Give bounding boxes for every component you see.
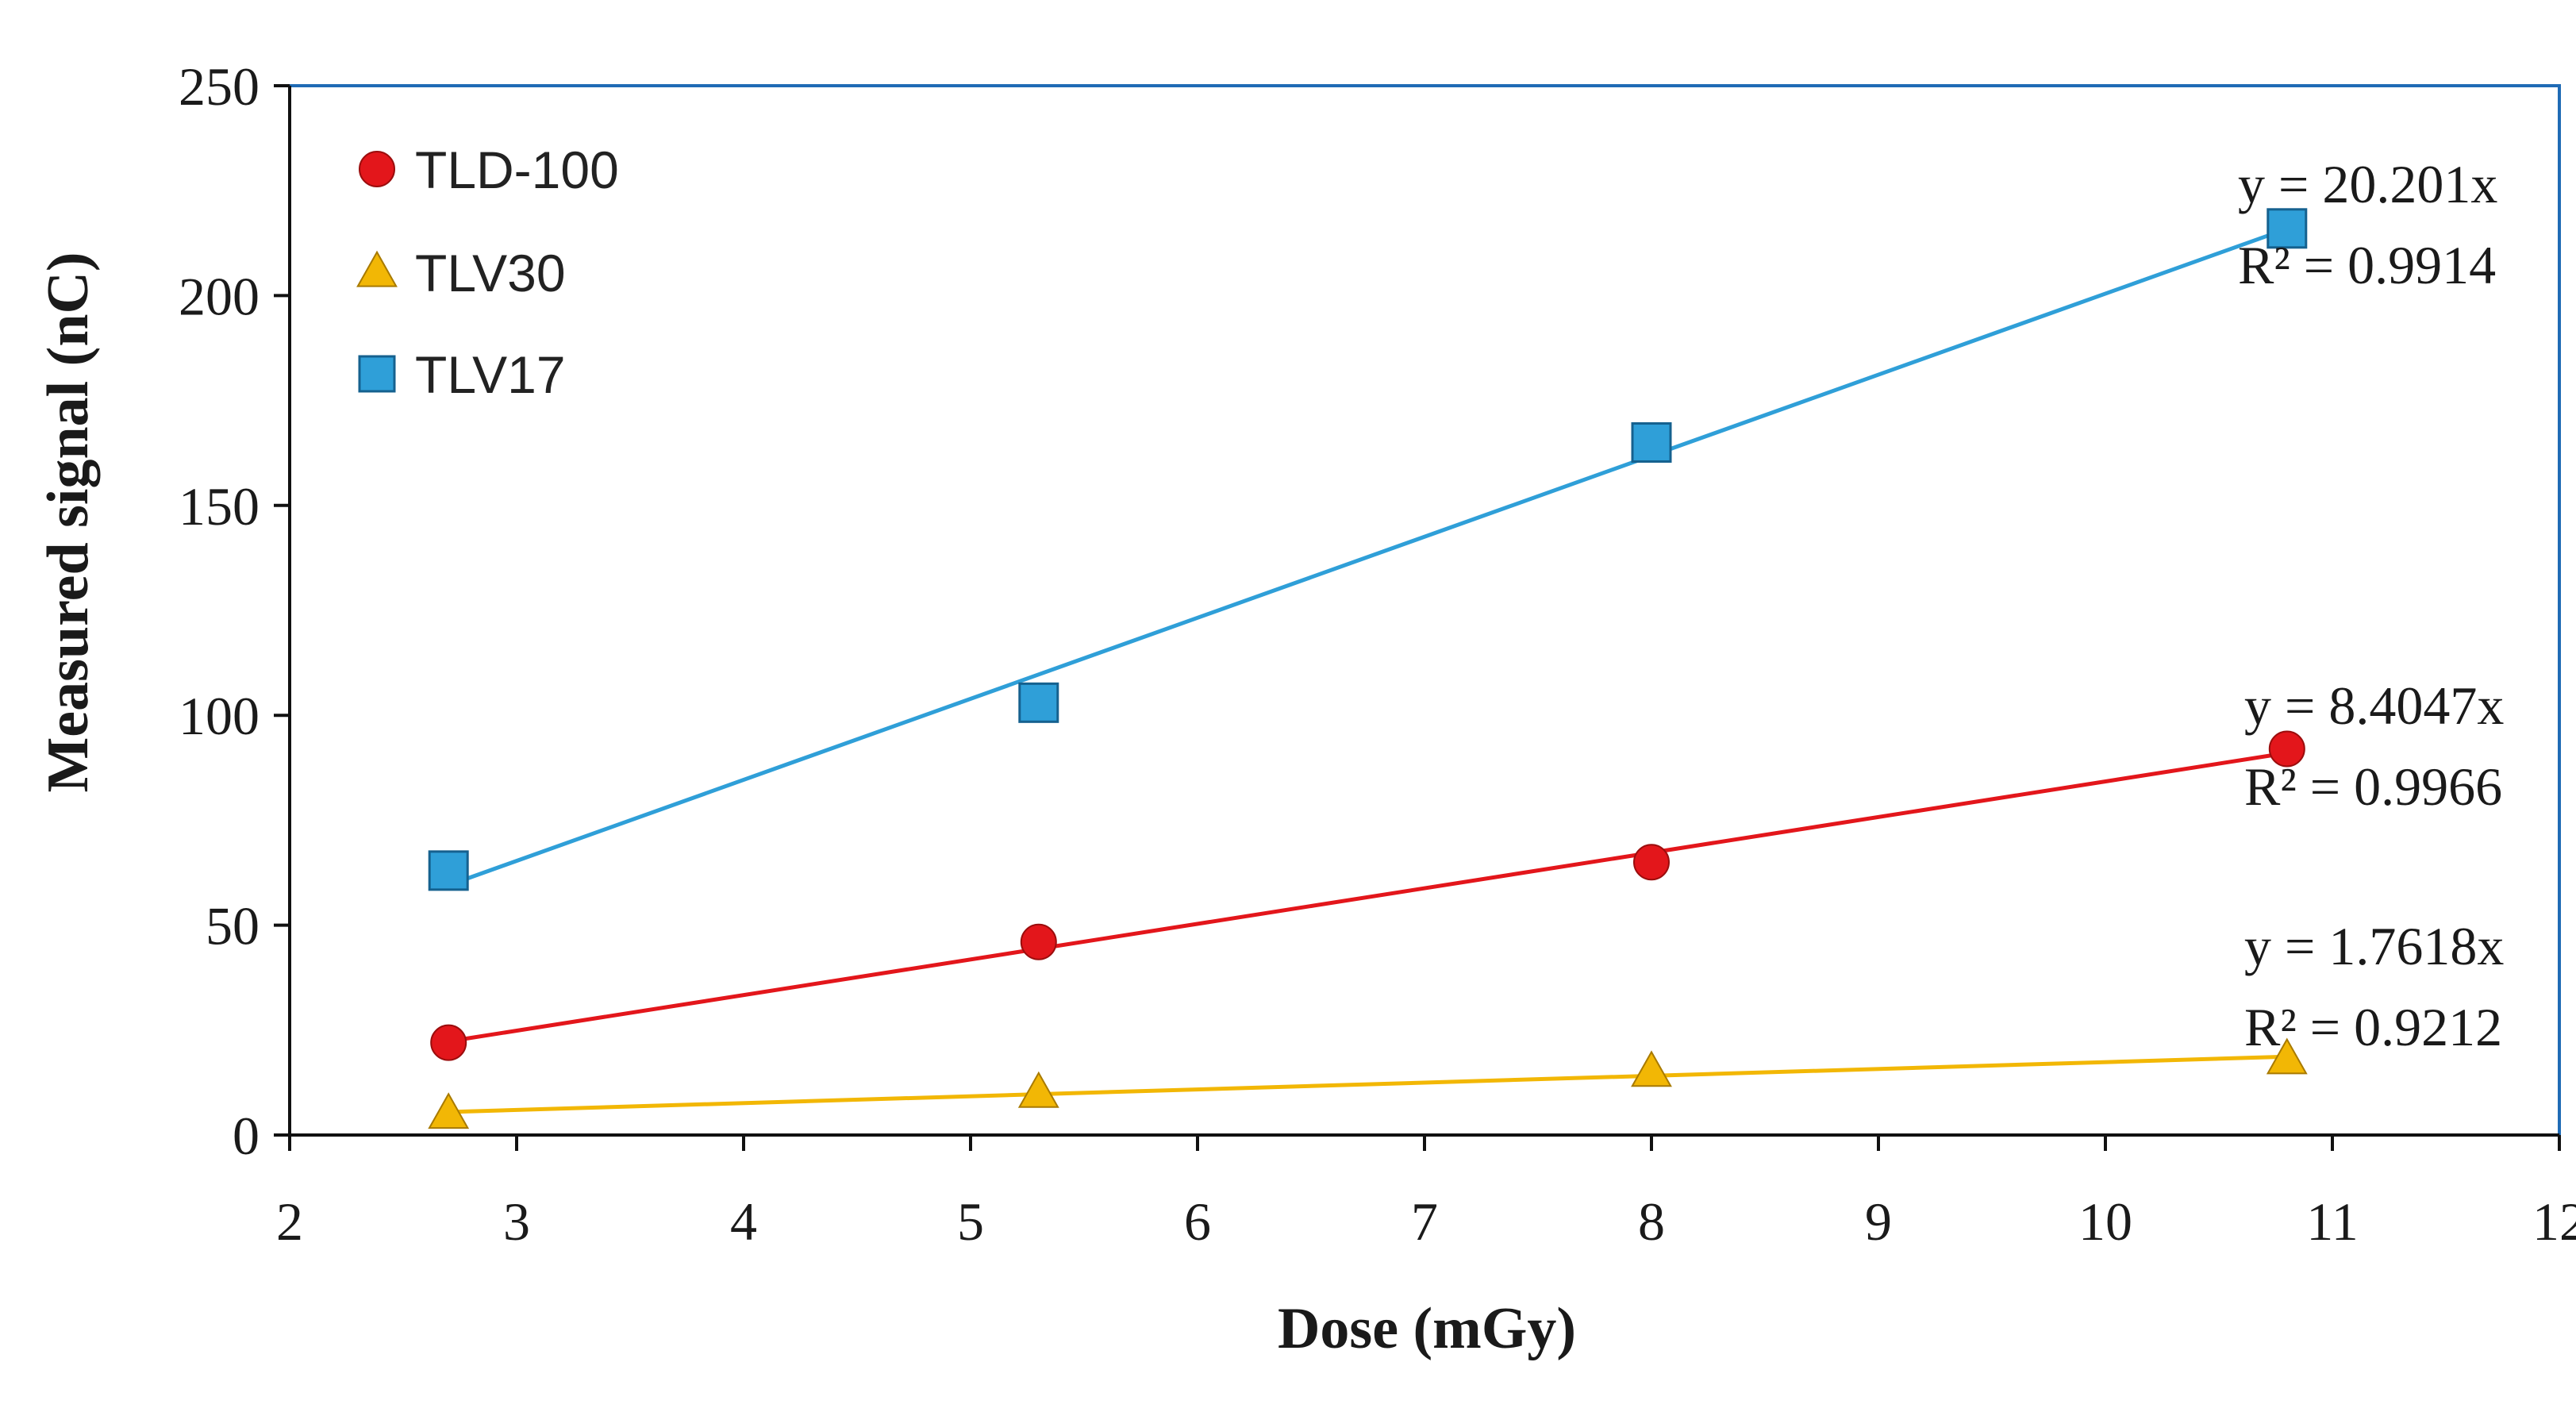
legend-marker-tlv30 [356,250,398,287]
plot-border [288,84,2561,1137]
equation-tlv17: y = 20.201x [2238,154,2497,214]
marker-tlv30 [428,1092,470,1129]
marker-tld-100 [2268,730,2305,768]
r2-tlv17: R² = 0.9914 [2238,235,2496,295]
marker-tld-100 [430,1024,467,1061]
legend-label-tld-100: TLD-100 [415,140,619,199]
x-tick-label: 6 [1184,1191,1211,1252]
marker-tld-100 [1633,844,1670,881]
legend-label-tlv17: TLV17 [415,345,566,404]
legend-marker-tlv17 [358,355,396,393]
x-tick-label: 8 [1638,1191,1665,1252]
x-tick-label: 11 [2306,1191,2358,1252]
trendline-tld-100 [448,751,2288,1044]
trendline-tlv17 [448,226,2288,887]
plot-area [288,84,2561,1137]
r2-tld-100: R² = 0.9966 [2244,756,2502,817]
x-tick-label: 10 [2078,1191,2132,1252]
axes: 2 3 4 5 6 7 8 9 10 11 12 0 50 100 150 200 250 [179,56,2576,1252]
marker-tlv17 [2266,208,2308,249]
x-tick-label: 4 [730,1191,757,1252]
y-tick-label: 0 [233,1106,260,1166]
equation-tlv30: y = 1.7618x [2244,916,2504,976]
legend-label-tlv30: TLV30 [415,244,566,302]
x-tick-label: 7 [1411,1191,1438,1252]
marker-tld-100 [1020,923,1057,960]
trendline-equations: y = 8.4047x R² = 0.9966 y = 1.7618x R² = 0.… [2238,154,2504,1057]
trendlines [448,226,2288,1114]
y-axis-title: Measured signal (nC) [36,252,101,792]
r2-tlv30: R² = 0.9212 [2244,997,2502,1057]
x-tick-label: 5 [957,1191,984,1252]
marker-tlv17 [428,850,469,891]
equation-tld-100: y = 8.4047x [2244,675,2504,736]
legend: TLD-100 TLV30 TLV17 [356,140,619,404]
x-tick-label: 2 [276,1191,303,1252]
y-tick-label: 250 [179,56,260,117]
x-tick-label: 12 [2532,1191,2576,1252]
marker-tlv17 [1018,682,1059,723]
marker-tlv17 [1631,421,1672,463]
y-tick-label: 50 [206,896,260,956]
marker-tlv30 [1631,1050,1672,1087]
marker-tlv30 [1017,1071,1059,1108]
y-tick-label: 100 [179,686,260,746]
trendline-tlv30 [448,1054,2287,1114]
y-tick-label: 150 [179,476,260,537]
x-tick-label: 9 [1865,1191,1892,1252]
marker-tlv30 [2266,1037,2308,1075]
x-tick-label: 3 [503,1191,530,1252]
y-tick-label: 200 [179,266,260,326]
legend-marker-tld-100 [359,151,395,187]
data-markers [428,208,2308,1129]
x-axis-title: Dose (mGy) [1278,1296,1576,1361]
